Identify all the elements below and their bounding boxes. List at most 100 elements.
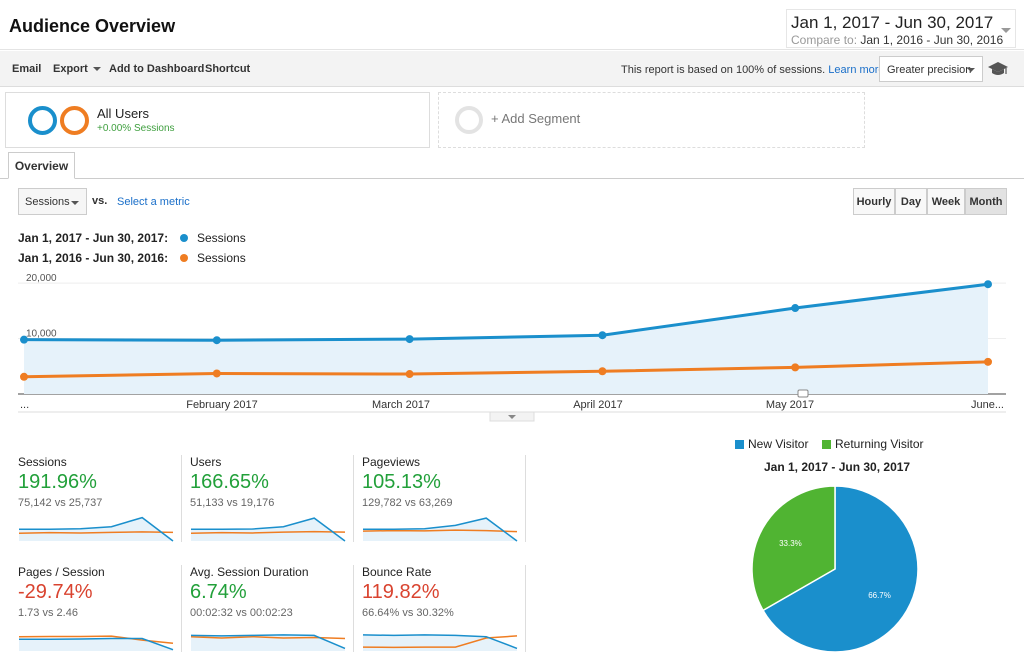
legend-previous-metric: Sessions [197, 251, 246, 265]
scorecard-divider [353, 565, 354, 652]
scorecard-comparison: 66.64% vs 30.32% [362, 607, 454, 619]
scorecard-sparkline [362, 517, 518, 542]
metric-select-label: Sessions [25, 196, 70, 208]
metric-select[interactable]: Sessions [18, 188, 87, 215]
scorecard-users[interactable]: Users 166.65% 51,133 vs 19,176 [190, 455, 360, 543]
sparkline-area [19, 638, 173, 651]
add-segment-label: + Add Segment [491, 111, 581, 126]
legend-previous-dot-icon [180, 254, 188, 262]
add-to-dashboard-button[interactable]: Add to Dashboard [109, 63, 205, 75]
scorecard-divider [525, 455, 526, 542]
scorecard-metric-name: Pageviews [362, 455, 421, 469]
legend-current: Jan 1, 2017 - Jun 30, 2017: [18, 231, 168, 245]
scorecard-metric-name: Avg. Session Duration [190, 565, 309, 579]
scorecard-change: 166.65% [190, 471, 269, 493]
x-tick-label: February 2017 [186, 399, 258, 411]
email-button[interactable]: Email [12, 63, 42, 75]
sparkline-previous [18, 531, 174, 534]
current-series-point [598, 331, 607, 340]
chevron-down-icon [71, 201, 79, 205]
scorecard-comparison: 129,782 vs 63,269 [362, 497, 453, 509]
x-tick-label: May 2017 [766, 399, 814, 411]
graduation-cap-icon[interactable] [988, 61, 1008, 77]
sampling-note-text: This report is based on 100% of sessions… [621, 64, 826, 76]
sampling-note: This report is based on 100% of sessions… [621, 64, 885, 76]
shortcut-button[interactable]: Shortcut [205, 63, 251, 75]
x-tick-label: June... [971, 399, 1004, 411]
sparkline-current [19, 516, 174, 542]
scorecard-avg-session-duration[interactable]: Avg. Session Duration 6.74% 00:02:32 vs 00… [190, 565, 360, 653]
chevron-down-icon [508, 415, 516, 419]
pie-slice-new-visitor [762, 485, 919, 653]
chevron-down-icon [967, 68, 975, 72]
legend-current-dot-icon [180, 234, 188, 242]
chevron-down-icon [92, 67, 101, 72]
scorecard-bounce-rate[interactable]: Bounce Rate 119.82% 66.64% vs 30.32% [362, 565, 532, 653]
scorecard-metric-name: Users [190, 455, 222, 469]
scorecard-comparison: 1.73 vs 2.46 [18, 607, 78, 619]
pie-legend-new-visitor[interactable]: New Visitor [735, 437, 808, 451]
sessions-line-chart[interactable]: 10,000 20,000... February 2017 March 2017 Ap… [0, 262, 1024, 422]
current-series-area [24, 284, 988, 394]
granularity-day[interactable]: Day [895, 188, 927, 215]
scorecard-change: 6.74% [190, 581, 247, 603]
scorecard-divider [353, 455, 354, 542]
sparkline-area [191, 518, 345, 541]
learn-more-link[interactable]: Learn more [828, 64, 885, 76]
add-segment-ring-icon [455, 106, 483, 134]
precision-select[interactable]: Greater precision [879, 56, 983, 82]
scorecard-sparkline [362, 634, 518, 651]
x-tick-label: ... [20, 399, 29, 411]
pie-legend-returning-visitor[interactable]: Returning Visitor [822, 437, 924, 451]
segment-all-users[interactable]: All Users +0.00% Sessions [5, 92, 430, 148]
pie-title: Jan 1, 2017 - Jun 30, 2017 [764, 460, 911, 474]
scorecard-metric-name: Pages / Session [18, 565, 105, 579]
scorecard-comparison: 00:02:32 vs 00:02:23 [190, 607, 293, 619]
y-tick-label: 10,000 [26, 329, 57, 340]
current-series-point [984, 280, 992, 289]
scorecard-pages-session[interactable]: Pages / Session -29.74% 1.73 vs 2.46 [18, 565, 188, 653]
select-metric-link[interactable]: Select a metric [117, 196, 190, 208]
previous-series-point [212, 369, 221, 378]
legend-current-range: Jan 1, 2017 - Jun 30, 2017: [18, 231, 169, 245]
precision-label: Greater precision [887, 64, 972, 76]
add-segment-button[interactable]: + Add Segment [438, 92, 865, 148]
scorecard-sparkline [18, 516, 174, 542]
compare-label: Compare to: [791, 33, 858, 47]
granularity-month[interactable]: Month [965, 188, 1007, 215]
granularity-week[interactable]: Week [927, 188, 965, 215]
scorecard-sparkline [190, 517, 346, 542]
current-series-point [212, 336, 221, 345]
export-label: Export [53, 63, 88, 75]
date-range-picker[interactable]: Jan 1, 2017 - Jun 30, 2017 Compare to: J… [786, 9, 1016, 48]
granularity-hourly[interactable]: Hourly [853, 188, 895, 215]
sparkline-current [363, 517, 518, 542]
scorecard-divider [181, 455, 182, 542]
previous-series-point [20, 372, 28, 381]
legend-current-metric: Sessions [197, 231, 246, 245]
previous-series-point [598, 367, 607, 376]
chevron-down-icon[interactable] [1001, 28, 1011, 33]
pie-slice-returning-visitor [751, 485, 836, 612]
visitor-pie-chart[interactable]: 66.7% 33.3% [750, 484, 920, 654]
sparkline-previous [190, 530, 346, 534]
scorecard-comparison: 51,133 vs 19,176 [190, 497, 275, 509]
legend-previous-range: Jan 1, 2016 - Jun 30, 2016: [18, 251, 169, 265]
sparkline-area [363, 518, 517, 541]
sparkline-area [19, 517, 173, 541]
current-series-point [20, 335, 28, 344]
tab-overview[interactable]: Overview [8, 152, 75, 179]
scorecard-pageviews[interactable]: Pageviews 105.13% 129,782 vs 63,269 [362, 455, 532, 543]
sparkline-current [19, 637, 174, 651]
pie-legend-returning-label: Returning Visitor [835, 437, 924, 451]
scorecard-sessions[interactable]: Sessions 191.96% 75,142 vs 25,737 [18, 455, 188, 543]
compare-range: Compare to: Jan 1, 2016 - Jun 30, 2016 [791, 33, 1003, 47]
previous-series-point [405, 370, 414, 379]
page-title: Audience Overview [9, 16, 176, 36]
segment-ring-current-icon [28, 106, 57, 135]
export-button[interactable]: Export [53, 63, 101, 75]
scorecard-sparkline [190, 634, 346, 651]
pie-slice-label: 66.7% [868, 591, 891, 600]
scorecard-change: -29.74% [18, 581, 93, 603]
y-tick-label: 20,000 [26, 273, 57, 284]
